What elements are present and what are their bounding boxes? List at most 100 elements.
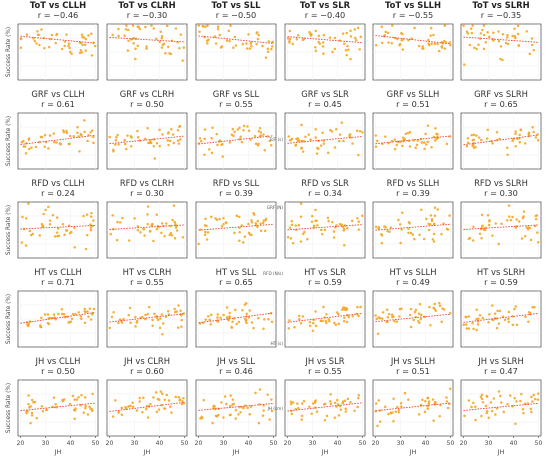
data-point [80, 393, 83, 397]
data-point [497, 322, 501, 325]
data-point [474, 405, 477, 408]
data-point [152, 239, 155, 243]
data-point [80, 51, 84, 54]
x-tick-label: 20 [284, 440, 292, 447]
data-point [250, 221, 254, 224]
data-point [401, 211, 404, 214]
data-point [27, 394, 30, 397]
data-point [422, 237, 426, 241]
data-point [445, 142, 449, 146]
panel-title: RFD vs CLRH [120, 178, 174, 188]
data-point [407, 231, 410, 235]
data-point [351, 142, 354, 145]
x-tick-label: 50 [181, 440, 189, 447]
data-point [532, 393, 535, 397]
trend-line [463, 402, 539, 411]
trend-line [287, 136, 363, 144]
data-point [235, 322, 238, 326]
panel-r-label: r = 0.45 [308, 99, 342, 109]
data-point [471, 24, 474, 27]
data-point [479, 395, 483, 399]
data-point [259, 229, 263, 233]
data-point [268, 418, 271, 421]
data-point [389, 226, 393, 229]
data-point [141, 410, 144, 414]
panel-r-label: r = 0.60 [130, 366, 164, 376]
data-point [397, 218, 400, 222]
data-point [390, 42, 394, 45]
data-point [291, 401, 295, 404]
side-label: ToT (s) [268, 137, 283, 142]
data-point [80, 134, 83, 137]
data-point [152, 27, 156, 30]
data-point [127, 239, 131, 242]
data-point [270, 398, 273, 401]
data-point [31, 232, 35, 236]
data-point [380, 241, 384, 245]
trend-line [109, 401, 185, 412]
data-point [198, 137, 202, 140]
trend-line [198, 135, 274, 145]
data-point [267, 318, 270, 321]
data-point [68, 402, 72, 406]
data-point [333, 321, 336, 325]
data-point [342, 139, 345, 143]
data-point [514, 132, 517, 136]
data-point [398, 44, 401, 47]
panel-r-label: r = 0.34 [308, 188, 342, 198]
data-point [47, 147, 50, 150]
panel-r-label: r = 0.59 [484, 277, 518, 287]
data-point [78, 150, 81, 153]
trend-line [463, 312, 539, 323]
data-point [233, 35, 237, 39]
data-point [345, 53, 348, 57]
data-point [222, 416, 225, 419]
data-point [120, 406, 124, 410]
data-point [403, 137, 406, 141]
data-point [232, 134, 235, 138]
data-point [514, 145, 518, 148]
panel-r-label: r = 0.47 [484, 366, 518, 376]
data-point [232, 46, 235, 49]
data-point [48, 134, 52, 137]
data-point [325, 414, 329, 418]
data-point [161, 332, 164, 336]
data-point [248, 47, 252, 50]
trend-line [109, 36, 185, 43]
data-point [114, 399, 117, 402]
data-point [92, 307, 96, 311]
data-point [480, 138, 483, 142]
data-point [472, 133, 476, 136]
panel-title: ToT vs SLL [211, 0, 261, 10]
data-point [19, 46, 23, 49]
data-point [473, 46, 476, 50]
data-point [448, 214, 451, 217]
data-point [65, 129, 68, 133]
data-point [210, 151, 214, 155]
data-point [356, 305, 359, 309]
data-point [501, 32, 505, 36]
data-point [288, 39, 291, 43]
data-point [165, 24, 169, 28]
data-point [395, 405, 399, 409]
data-point [300, 123, 303, 127]
data-point [442, 222, 445, 225]
data-point [220, 401, 223, 404]
data-point [523, 142, 527, 145]
data-point [234, 308, 237, 312]
data-point [409, 307, 413, 311]
data-point [408, 313, 412, 317]
data-point [342, 227, 346, 231]
data-point [346, 227, 349, 230]
data-point [513, 397, 516, 400]
side-label: GRF (N) [267, 205, 284, 210]
data-point [269, 144, 273, 147]
data-point [492, 31, 495, 34]
data-point [177, 304, 180, 307]
data-point [70, 52, 73, 56]
data-point [413, 310, 417, 314]
data-point [209, 322, 212, 326]
